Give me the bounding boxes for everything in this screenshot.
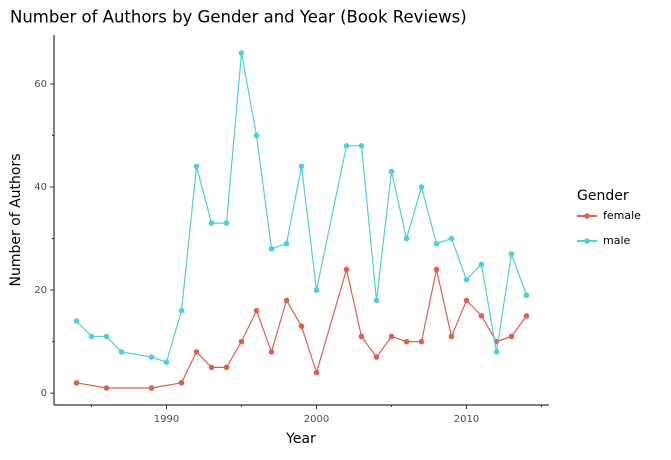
data-point xyxy=(373,354,380,360)
chart-title: Number of Authors by Gender and Year (Bo… xyxy=(10,8,467,27)
data-point xyxy=(418,338,425,345)
data-point xyxy=(178,380,185,386)
y-tick-label: 0 xyxy=(41,388,47,399)
data-point xyxy=(283,240,290,247)
data-point xyxy=(193,163,200,170)
data-point xyxy=(523,313,530,319)
data-point xyxy=(373,297,380,304)
x-tick-label: 1990 xyxy=(154,414,179,425)
data-point xyxy=(253,132,260,139)
data-point xyxy=(148,385,155,391)
data-point xyxy=(448,235,455,242)
y-axis-title: Number of Authors xyxy=(8,153,24,286)
data-point xyxy=(88,333,95,340)
data-point xyxy=(388,168,395,175)
data-point xyxy=(118,349,125,355)
legend-label: male xyxy=(603,234,631,247)
data-point xyxy=(298,163,305,170)
data-point xyxy=(463,276,470,283)
y-tick-label: 40 xyxy=(34,182,47,193)
data-point xyxy=(103,385,110,391)
data-point xyxy=(523,292,530,299)
data-point xyxy=(343,142,350,149)
data-point xyxy=(163,359,170,366)
data-point xyxy=(358,333,365,340)
data-point xyxy=(313,369,320,376)
data-point xyxy=(343,266,350,273)
data-point xyxy=(283,297,290,304)
data-point xyxy=(268,349,275,355)
series-line xyxy=(76,52,528,363)
legend-title: Gender xyxy=(577,188,629,204)
data-point xyxy=(298,323,305,329)
data-point xyxy=(418,184,425,190)
x-tick-label: 2010 xyxy=(454,414,479,425)
data-point xyxy=(403,235,410,242)
x-axis-title: Year xyxy=(285,431,316,447)
data-point xyxy=(463,297,470,304)
legend-label: female xyxy=(603,209,641,222)
data-point xyxy=(493,349,500,355)
data-point xyxy=(178,307,185,314)
data-point xyxy=(478,313,485,319)
series-line xyxy=(76,269,527,389)
data-point xyxy=(433,240,440,247)
data-point xyxy=(388,333,395,340)
data-point xyxy=(433,266,440,273)
y-tick-label: 20 xyxy=(34,285,47,296)
legend-swatch-point xyxy=(584,213,590,219)
data-point xyxy=(223,364,230,371)
data-point xyxy=(208,220,215,226)
data-point xyxy=(208,364,215,371)
data-point xyxy=(148,354,155,360)
data-point xyxy=(268,246,275,252)
data-point xyxy=(238,50,245,56)
data-point xyxy=(238,338,245,345)
y-tick-label: 60 xyxy=(34,79,47,90)
data-point xyxy=(508,251,515,257)
data-point xyxy=(193,349,200,355)
data-point xyxy=(73,380,80,386)
data-point xyxy=(478,261,485,268)
data-point xyxy=(358,142,365,149)
data-point xyxy=(313,287,320,293)
data-point xyxy=(223,220,230,226)
data-point xyxy=(508,333,515,340)
data-point xyxy=(253,307,260,314)
data-point xyxy=(448,333,455,340)
legend-swatch-point xyxy=(584,238,590,244)
data-point xyxy=(73,318,80,324)
data-point xyxy=(103,333,110,340)
data-point xyxy=(403,338,410,345)
x-tick-label: 2000 xyxy=(304,414,329,425)
